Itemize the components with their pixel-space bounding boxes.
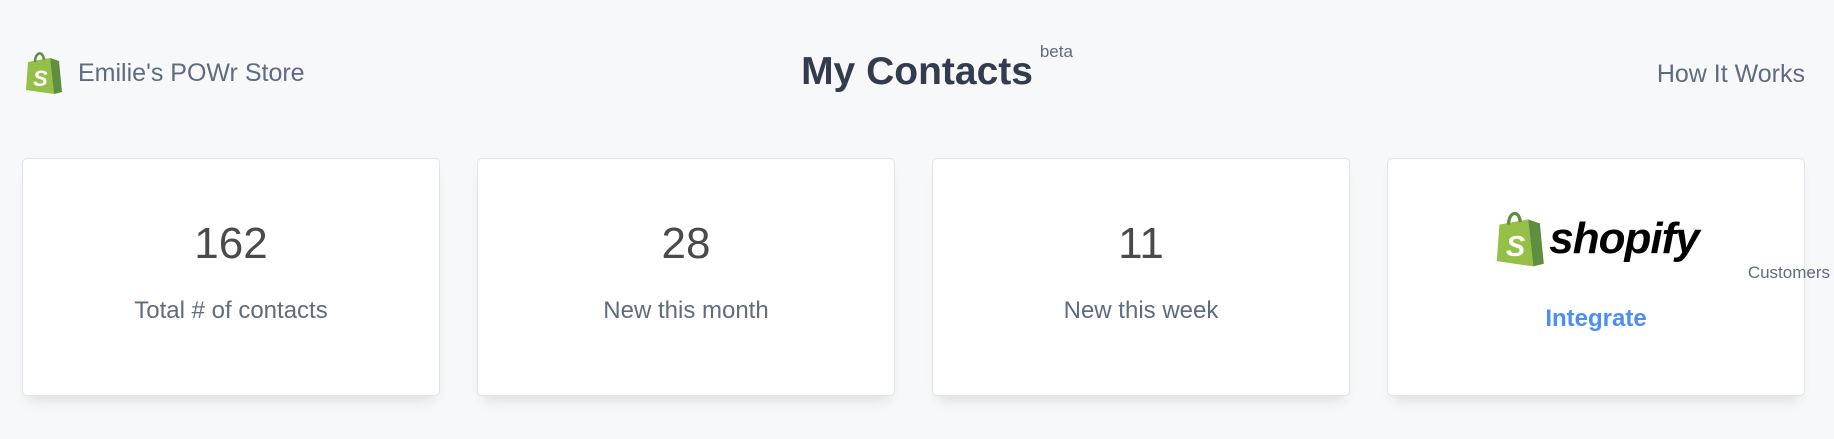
- shopify-bag-icon: S: [1497, 211, 1545, 267]
- svg-text:S: S: [1506, 231, 1525, 263]
- page-title-container: My Contacts beta: [0, 42, 1834, 94]
- stat-card-week: 11 New this week: [932, 158, 1350, 396]
- customers-label: Customers: [1747, 263, 1830, 282]
- stat-value: 162: [194, 219, 268, 268]
- stat-card-month: 28 New this month: [477, 158, 895, 396]
- stat-label: Total # of contacts: [134, 297, 328, 324]
- integrate-button[interactable]: Integrate: [1545, 305, 1647, 332]
- svg-text:S: S: [33, 66, 48, 91]
- how-it-works-link[interactable]: How It Works: [1656, 60, 1805, 88]
- shopify-logo: S shopify: [1493, 209, 1700, 269]
- stat-card-total: 162 Total # of contacts: [22, 158, 440, 396]
- shopify-wordmark: shopify: [1549, 214, 1699, 263]
- page-title-text: My Contacts: [801, 50, 1033, 93]
- store-name: Emilie's POWr Store: [78, 58, 305, 87]
- stat-value: 28: [661, 219, 711, 268]
- beta-badge: beta: [1039, 42, 1073, 61]
- store-header: S Emilie's POWr Store: [24, 50, 305, 96]
- shopify-integration-card: S shopify Customers Integrate: [1387, 158, 1830, 396]
- page-title: My Contacts beta: [801, 42, 1073, 94]
- stat-label: New this week: [1063, 297, 1219, 324]
- shopify-bag-icon: S: [26, 52, 62, 94]
- stat-value: 11: [1118, 219, 1164, 268]
- stats-cards: 162 Total # of contacts 28 New this mont…: [22, 158, 1830, 396]
- stat-label: New this month: [603, 297, 769, 324]
